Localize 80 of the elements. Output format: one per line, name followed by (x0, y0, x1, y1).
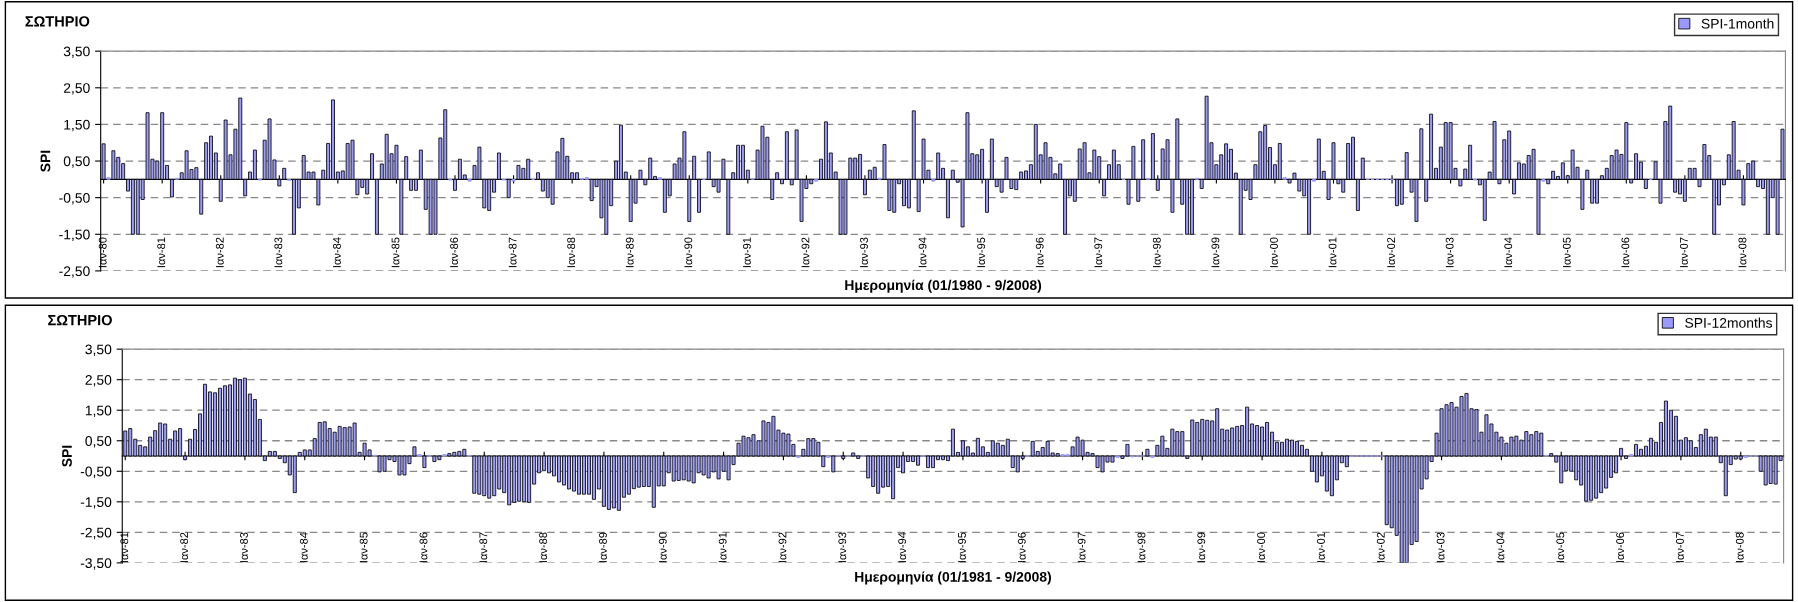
x-tick-label: Ιαν-04 (1496, 532, 1505, 563)
x-tick-label: Ιαν-87 (508, 237, 517, 268)
x-tick-label: Ιαν-90 (658, 532, 667, 563)
y-tick-label: 3,50 (85, 344, 112, 356)
y-tick-label: -0,50 (80, 466, 112, 479)
x-tick-label: Ιαν-86 (450, 237, 458, 268)
x-tick-label: Ιαν-84 (332, 237, 341, 268)
x-tick-label: Ιαν-87 (479, 532, 488, 563)
x-tick-label: Ιαν-07 (1679, 237, 1688, 268)
x-tick-label: Ιαν-97 (1094, 237, 1103, 268)
x-tick-label: Ιαν-91 (718, 532, 727, 563)
y-tick-label: -1,50 (80, 497, 112, 509)
x-tick-label: Ιαν-01 (1328, 237, 1337, 268)
x-tick-label: Ιαν-00 (1257, 532, 1266, 563)
y-tick-label: 0,50 (63, 156, 90, 168)
x-tick-label: Ιαν-04 (1504, 237, 1513, 268)
y-tick-label: 1,50 (85, 405, 112, 418)
x-tick-label: Ιαν-94 (918, 237, 927, 268)
x-tick-label: Ιαν-83 (240, 532, 248, 563)
x-tick-label: Ιαν-05 (1556, 532, 1565, 563)
x-tick-label: Ιαν-95 (958, 532, 966, 563)
x-tick-label: Ιαν-96 (1017, 532, 1026, 563)
y-tick-label: -3,50 (80, 558, 112, 570)
y-axis-title: SPI (62, 445, 72, 467)
x-tick-label: Ιαν-82 (215, 237, 224, 268)
x-tick-label: Ιαν-93 (860, 237, 868, 268)
x-tick-label: Ιαν-99 (1211, 237, 1220, 268)
x-tick-label: Ιαν-85 (391, 237, 400, 268)
x-tick-label: Ιαν-06 (1621, 237, 1630, 268)
chart-title: ΣΩΤΗΡΙΟ (25, 16, 90, 27)
x-tick-label: Ιαν-85 (359, 532, 368, 563)
x-tick-label: Ιαν-83 (274, 237, 283, 268)
y-tick-label: 0,50 (85, 436, 112, 448)
chart-title: ΣΩΤΗΡΙΟ (48, 314, 112, 326)
x-tick-label: Ιαν-91 (742, 237, 751, 268)
x-tick-label: Ιαν-94 (898, 532, 907, 563)
x-tick-label: Ιαν-02 (1387, 237, 1396, 268)
x-tick-label: Ιαν-89 (625, 237, 634, 268)
x-tick-label: Ιαν-88 (539, 532, 548, 563)
y-tick-label: -2,50 (59, 266, 90, 278)
x-tick-label: Ιαν-03 (1436, 532, 1445, 563)
legend-label: SPI-1month (1701, 18, 1774, 29)
x-tick-label: Ιαν-88 (567, 237, 576, 268)
y-tick-label: -1,50 (59, 229, 90, 242)
x-tick-label: Ιαν-00 (1270, 237, 1278, 268)
x-tick-label: Ιαν-81 (120, 532, 129, 563)
x-tick-label: Ιαν-84 (299, 532, 308, 563)
y-tick-label: -0,50 (59, 192, 90, 205)
x-tick-label: Ιαν-07 (1676, 532, 1684, 563)
x-tick-label: Ιαν-90 (684, 237, 693, 268)
x-tick-label: Ιαν-03 (1445, 237, 1454, 268)
y-tick-label: 1,50 (64, 119, 90, 132)
x-tick-label: Ιαν-81 (157, 237, 166, 268)
x-tick-label: Ιαν-01 (1317, 532, 1325, 563)
y-tick-label: 3,50 (63, 46, 90, 58)
x-tick-label: Ιαν-95 (977, 237, 986, 268)
legend-label: SPI-12months (1685, 317, 1773, 328)
y-tick-label: -2,50 (80, 527, 112, 540)
x-tick-label: Ιαν-99 (1197, 532, 1206, 563)
x-tick-label: Ιαν-92 (801, 237, 810, 268)
x-tick-label: Ιαν-86 (419, 532, 428, 563)
x-tick-label: Ιαν-97 (1077, 532, 1086, 563)
x-tick-label: Ιαν-08 (1738, 237, 1747, 268)
x-tick-label: Ιαν-98 (1152, 237, 1161, 268)
x-tick-label: Ιαν-80 (98, 237, 107, 268)
y-tick-label: 2,50 (85, 375, 112, 387)
x-axis-title: Ημερομηνία (01/1981 - 9/2008) (855, 571, 1051, 585)
x-tick-label: Ιαν-06 (1616, 532, 1625, 563)
x-tick-label: Ιαν-98 (1137, 532, 1146, 563)
x-tick-label: Ιαν-05 (1562, 237, 1571, 268)
x-tick-label: Ιαν-93 (838, 532, 847, 563)
y-axis-title: SPI (40, 150, 51, 172)
x-tick-label: Ιαν-92 (778, 532, 787, 563)
x-tick-label: Ιαν-96 (1035, 237, 1044, 268)
x-tick-label: Ιαν-82 (180, 532, 189, 563)
y-tick-label: 2,50 (63, 83, 90, 95)
x-tick-label: Ιαν-89 (599, 532, 607, 563)
x-axis-title: Ημερομηνία (01/1980 - 9/2008) (845, 279, 1042, 293)
x-tick-label: Ιαν-08 (1735, 532, 1744, 563)
x-tick-label: Ιαν-02 (1376, 532, 1385, 563)
